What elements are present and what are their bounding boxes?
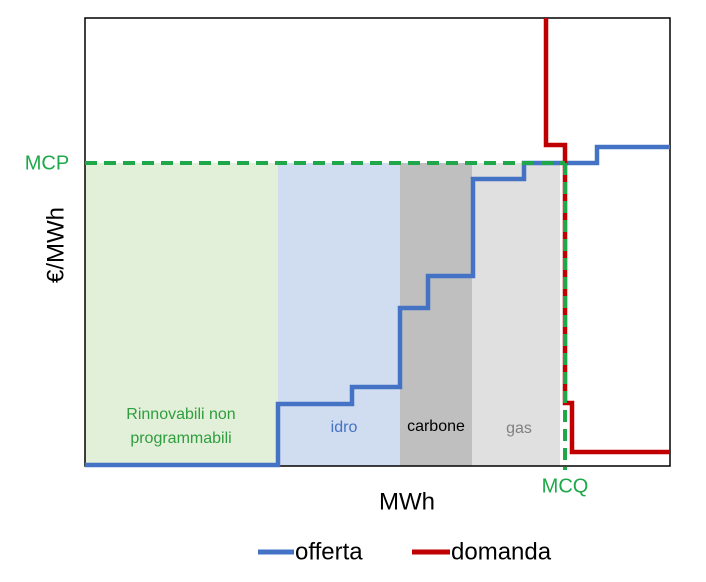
region-label: Rinnovabili non [126, 406, 235, 423]
region-renewables [85, 163, 278, 466]
y-axis-label: €/MWh [42, 207, 69, 283]
legend-label: domanda [451, 538, 552, 565]
region-coal [400, 163, 472, 466]
region-label: gas [506, 420, 532, 437]
plot-frame [84, 17, 671, 467]
x-axis-label: MWh [379, 488, 435, 515]
mcq-label: MCQ [542, 475, 589, 497]
legend-label: offerta [295, 538, 363, 565]
region-label: programmabili [130, 430, 231, 447]
region-hydro [278, 163, 400, 466]
mcp-label: MCP [25, 152, 69, 174]
region-label: idro [331, 419, 358, 436]
demand-curve [543, 18, 670, 455]
region-gas [472, 163, 560, 466]
region-label: carbone [407, 418, 465, 435]
